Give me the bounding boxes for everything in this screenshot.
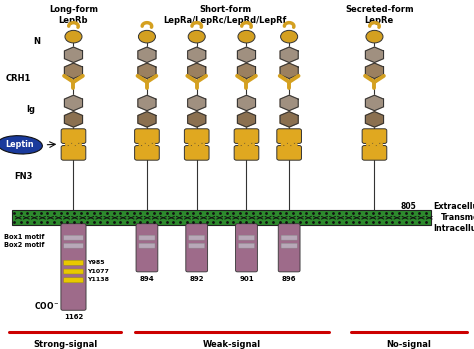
Text: Y1077: Y1077 xyxy=(87,269,109,274)
Circle shape xyxy=(366,30,383,43)
Text: 805: 805 xyxy=(401,202,416,211)
FancyBboxPatch shape xyxy=(236,224,257,272)
Polygon shape xyxy=(64,95,82,111)
Polygon shape xyxy=(188,112,206,127)
FancyBboxPatch shape xyxy=(12,210,431,225)
FancyBboxPatch shape xyxy=(139,235,155,240)
Polygon shape xyxy=(365,63,383,79)
Text: Ig: Ig xyxy=(27,105,36,114)
FancyBboxPatch shape xyxy=(135,146,159,160)
Text: Weak-signal: Weak-signal xyxy=(203,340,261,349)
FancyBboxPatch shape xyxy=(189,243,205,248)
FancyBboxPatch shape xyxy=(139,243,155,248)
Circle shape xyxy=(238,30,255,43)
Text: 901: 901 xyxy=(239,276,254,282)
Polygon shape xyxy=(138,63,156,79)
Polygon shape xyxy=(64,47,82,62)
Text: Intracellular: Intracellular xyxy=(434,224,474,233)
Circle shape xyxy=(65,30,82,43)
FancyBboxPatch shape xyxy=(234,146,259,160)
Text: N: N xyxy=(33,37,40,46)
FancyBboxPatch shape xyxy=(64,243,83,248)
Circle shape xyxy=(188,30,205,43)
Text: Secreted-form
LepRe: Secreted-form LepRe xyxy=(345,5,413,25)
FancyBboxPatch shape xyxy=(184,129,209,143)
Ellipse shape xyxy=(0,136,42,154)
Polygon shape xyxy=(365,47,383,62)
Polygon shape xyxy=(188,63,206,79)
FancyBboxPatch shape xyxy=(281,235,297,240)
FancyBboxPatch shape xyxy=(277,146,301,160)
Text: CRH1: CRH1 xyxy=(5,74,31,83)
FancyBboxPatch shape xyxy=(64,278,83,283)
Polygon shape xyxy=(64,63,82,79)
Text: 892: 892 xyxy=(190,276,204,282)
Polygon shape xyxy=(237,112,255,127)
FancyBboxPatch shape xyxy=(61,224,86,310)
FancyBboxPatch shape xyxy=(277,129,301,143)
Polygon shape xyxy=(188,95,206,111)
FancyBboxPatch shape xyxy=(238,235,255,240)
Text: Strong-signal: Strong-signal xyxy=(33,340,97,349)
Text: COO$^-$: COO$^-$ xyxy=(34,300,60,311)
Polygon shape xyxy=(280,95,298,111)
Polygon shape xyxy=(188,47,206,62)
FancyBboxPatch shape xyxy=(64,269,83,274)
Text: Long-form
LepRb: Long-form LepRb xyxy=(49,5,98,25)
Polygon shape xyxy=(237,95,255,111)
Text: 896: 896 xyxy=(282,276,296,282)
Text: Leptin: Leptin xyxy=(6,140,34,149)
FancyBboxPatch shape xyxy=(64,235,83,240)
Polygon shape xyxy=(138,95,156,111)
FancyBboxPatch shape xyxy=(238,243,255,248)
FancyBboxPatch shape xyxy=(234,129,259,143)
FancyBboxPatch shape xyxy=(362,129,387,143)
Text: Box1 motif: Box1 motif xyxy=(4,234,44,240)
Circle shape xyxy=(138,30,155,43)
Text: No-signal: No-signal xyxy=(386,340,431,349)
Text: Extracellular: Extracellular xyxy=(434,202,474,211)
Polygon shape xyxy=(138,47,156,62)
FancyBboxPatch shape xyxy=(186,224,208,272)
Polygon shape xyxy=(237,47,255,62)
Text: 894: 894 xyxy=(139,276,155,282)
FancyBboxPatch shape xyxy=(362,146,387,160)
Circle shape xyxy=(281,30,298,43)
Text: 1162: 1162 xyxy=(64,314,83,320)
FancyBboxPatch shape xyxy=(136,224,158,272)
FancyBboxPatch shape xyxy=(61,146,86,160)
Polygon shape xyxy=(365,112,383,127)
Text: Short-form
LepRa/LepRc/LepRd/LepRf: Short-form LepRa/LepRc/LepRd/LepRf xyxy=(164,5,287,25)
Polygon shape xyxy=(64,112,82,127)
FancyBboxPatch shape xyxy=(189,235,205,240)
Polygon shape xyxy=(280,112,298,127)
Polygon shape xyxy=(365,95,383,111)
Text: Box2 motif: Box2 motif xyxy=(4,242,44,248)
Polygon shape xyxy=(237,63,255,79)
Polygon shape xyxy=(280,63,298,79)
Polygon shape xyxy=(138,112,156,127)
Text: Transmembrane: Transmembrane xyxy=(441,213,474,222)
FancyBboxPatch shape xyxy=(184,146,209,160)
Text: FN3: FN3 xyxy=(14,172,32,181)
FancyBboxPatch shape xyxy=(64,260,83,265)
Text: CRH2: CRH2 xyxy=(3,137,28,146)
FancyBboxPatch shape xyxy=(278,224,300,272)
Text: Y985: Y985 xyxy=(87,260,105,265)
Polygon shape xyxy=(280,47,298,62)
FancyBboxPatch shape xyxy=(61,129,86,143)
FancyBboxPatch shape xyxy=(135,129,159,143)
Text: Y1138: Y1138 xyxy=(87,277,109,282)
FancyBboxPatch shape xyxy=(281,243,297,248)
